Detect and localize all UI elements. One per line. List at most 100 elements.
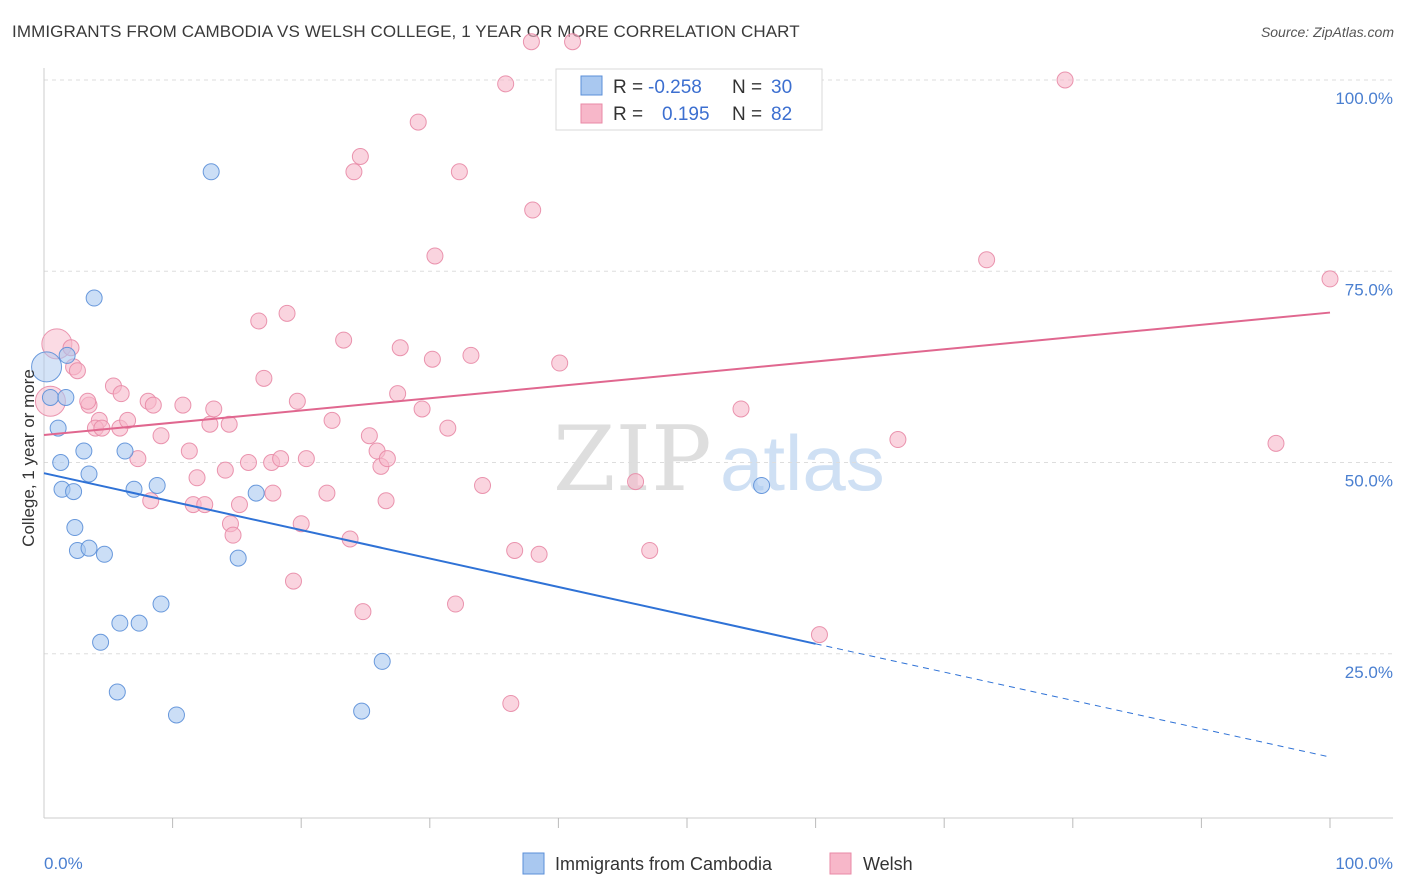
welsh-point bbox=[378, 450, 396, 468]
welsh-point bbox=[627, 473, 645, 491]
cambodia-point bbox=[111, 614, 129, 632]
welsh-points bbox=[34, 33, 1339, 712]
cambodia-point bbox=[49, 419, 67, 437]
x-tick-label-min: 0.0% bbox=[44, 854, 83, 873]
cambodia-point bbox=[92, 633, 110, 651]
welsh-point bbox=[978, 251, 996, 269]
cambodia-point bbox=[353, 702, 371, 720]
welsh-point bbox=[497, 75, 515, 93]
welsh-point bbox=[423, 350, 441, 368]
welsh-point bbox=[323, 411, 341, 429]
cambodia-point bbox=[80, 465, 98, 483]
welsh-point bbox=[68, 362, 86, 380]
welsh-point bbox=[284, 572, 302, 590]
welsh-point bbox=[119, 411, 137, 429]
y-axis-label: College, 1 year or more bbox=[19, 369, 38, 547]
welsh-point bbox=[506, 541, 524, 559]
bottom-legend-label-welsh: Welsh bbox=[863, 854, 913, 874]
welsh-point bbox=[889, 431, 907, 449]
welsh-point bbox=[224, 526, 242, 544]
cambodia-point bbox=[31, 351, 63, 383]
cambodia-point bbox=[75, 442, 93, 460]
welsh-point bbox=[335, 331, 353, 349]
source-label: Source: ZipAtlas.com bbox=[1260, 24, 1394, 40]
welsh-point bbox=[180, 442, 198, 460]
welsh-point bbox=[220, 415, 238, 433]
y-tick-labels: 25.0% 50.0% 75.0% 100.0% bbox=[1335, 89, 1393, 682]
cambodia-point bbox=[152, 595, 170, 613]
chart-title: IMMIGRANTS FROM CAMBODIA VS WELSH COLLEG… bbox=[12, 22, 800, 41]
y-tick-label-50: 50.0% bbox=[1345, 472, 1393, 491]
welsh-point bbox=[377, 492, 395, 510]
legend-r-value-welsh: 0.195 bbox=[662, 104, 710, 125]
gridlines bbox=[44, 79, 1393, 655]
legend-n-value-welsh: 82 bbox=[771, 104, 792, 125]
welsh-point bbox=[360, 427, 378, 445]
welsh-point bbox=[292, 515, 310, 533]
bottom-legend-swatch-cambodia bbox=[522, 852, 545, 875]
legend-r-label-welsh: R = bbox=[613, 104, 643, 125]
welsh-point bbox=[389, 385, 407, 403]
welsh-point bbox=[216, 461, 234, 479]
legend-swatch-cambodia bbox=[580, 75, 603, 96]
cambodia-points bbox=[31, 163, 771, 724]
welsh-point bbox=[409, 113, 427, 131]
legend-n-value-cambodia: 30 bbox=[771, 77, 792, 98]
welsh-point bbox=[288, 392, 306, 410]
legend-r-value-cambodia: -0.258 bbox=[648, 77, 702, 98]
watermark-atlas: atlas bbox=[720, 419, 885, 507]
cambodia-point bbox=[58, 346, 76, 364]
welsh-point bbox=[239, 454, 257, 471]
welsh-point bbox=[810, 626, 828, 644]
welsh-point bbox=[144, 396, 162, 414]
welsh-trend-line bbox=[43, 311, 1331, 436]
bottom-legend-label-cambodia: Immigrants from Cambodia bbox=[555, 854, 773, 874]
y-tick-label-25: 25.0% bbox=[1345, 663, 1393, 682]
x-tick-marks bbox=[172, 818, 1331, 828]
bottom-legend-swatch-welsh bbox=[829, 852, 852, 875]
welsh-point bbox=[345, 163, 363, 181]
welsh-point bbox=[79, 392, 97, 410]
welsh-point bbox=[530, 545, 548, 563]
welsh-point bbox=[112, 385, 130, 403]
cambodia-point bbox=[108, 683, 126, 701]
welsh-point bbox=[318, 484, 336, 502]
cambodia-trend-line bbox=[43, 472, 816, 645]
cambodia-trend-extension bbox=[815, 643, 1331, 758]
welsh-point bbox=[502, 694, 520, 712]
welsh-point bbox=[174, 396, 192, 414]
axes bbox=[43, 68, 1393, 819]
welsh-point bbox=[297, 450, 315, 468]
welsh-point bbox=[641, 541, 659, 559]
legend-n-label-welsh: N = bbox=[732, 104, 762, 125]
cambodia-point bbox=[130, 614, 148, 632]
cambodia-point bbox=[41, 388, 59, 406]
welsh-point bbox=[152, 427, 170, 445]
welsh-point bbox=[205, 400, 223, 418]
welsh-point bbox=[413, 400, 431, 418]
cambodia-point bbox=[80, 539, 98, 557]
welsh-point bbox=[278, 304, 296, 322]
x-tick-label-max: 100.0% bbox=[1335, 854, 1393, 873]
cambodia-point bbox=[148, 476, 166, 494]
welsh-point bbox=[474, 476, 492, 494]
cambodia-point bbox=[116, 442, 134, 460]
welsh-point bbox=[188, 469, 206, 487]
welsh-point bbox=[264, 484, 282, 502]
welsh-point bbox=[230, 496, 248, 514]
cambodia-point bbox=[167, 706, 185, 724]
welsh-point bbox=[524, 201, 542, 219]
cambodia-point bbox=[247, 484, 265, 502]
watermark-zip: ZIP bbox=[553, 407, 712, 512]
welsh-point bbox=[439, 419, 457, 437]
cambodia-point bbox=[85, 289, 103, 307]
cambodia-point bbox=[373, 652, 391, 670]
welsh-point bbox=[732, 400, 750, 418]
welsh-point bbox=[1321, 270, 1339, 288]
cambodia-point bbox=[57, 388, 75, 406]
welsh-point bbox=[391, 339, 409, 357]
cambodia-point bbox=[52, 454, 70, 471]
cambodia-point bbox=[202, 163, 220, 181]
welsh-point bbox=[522, 33, 540, 51]
